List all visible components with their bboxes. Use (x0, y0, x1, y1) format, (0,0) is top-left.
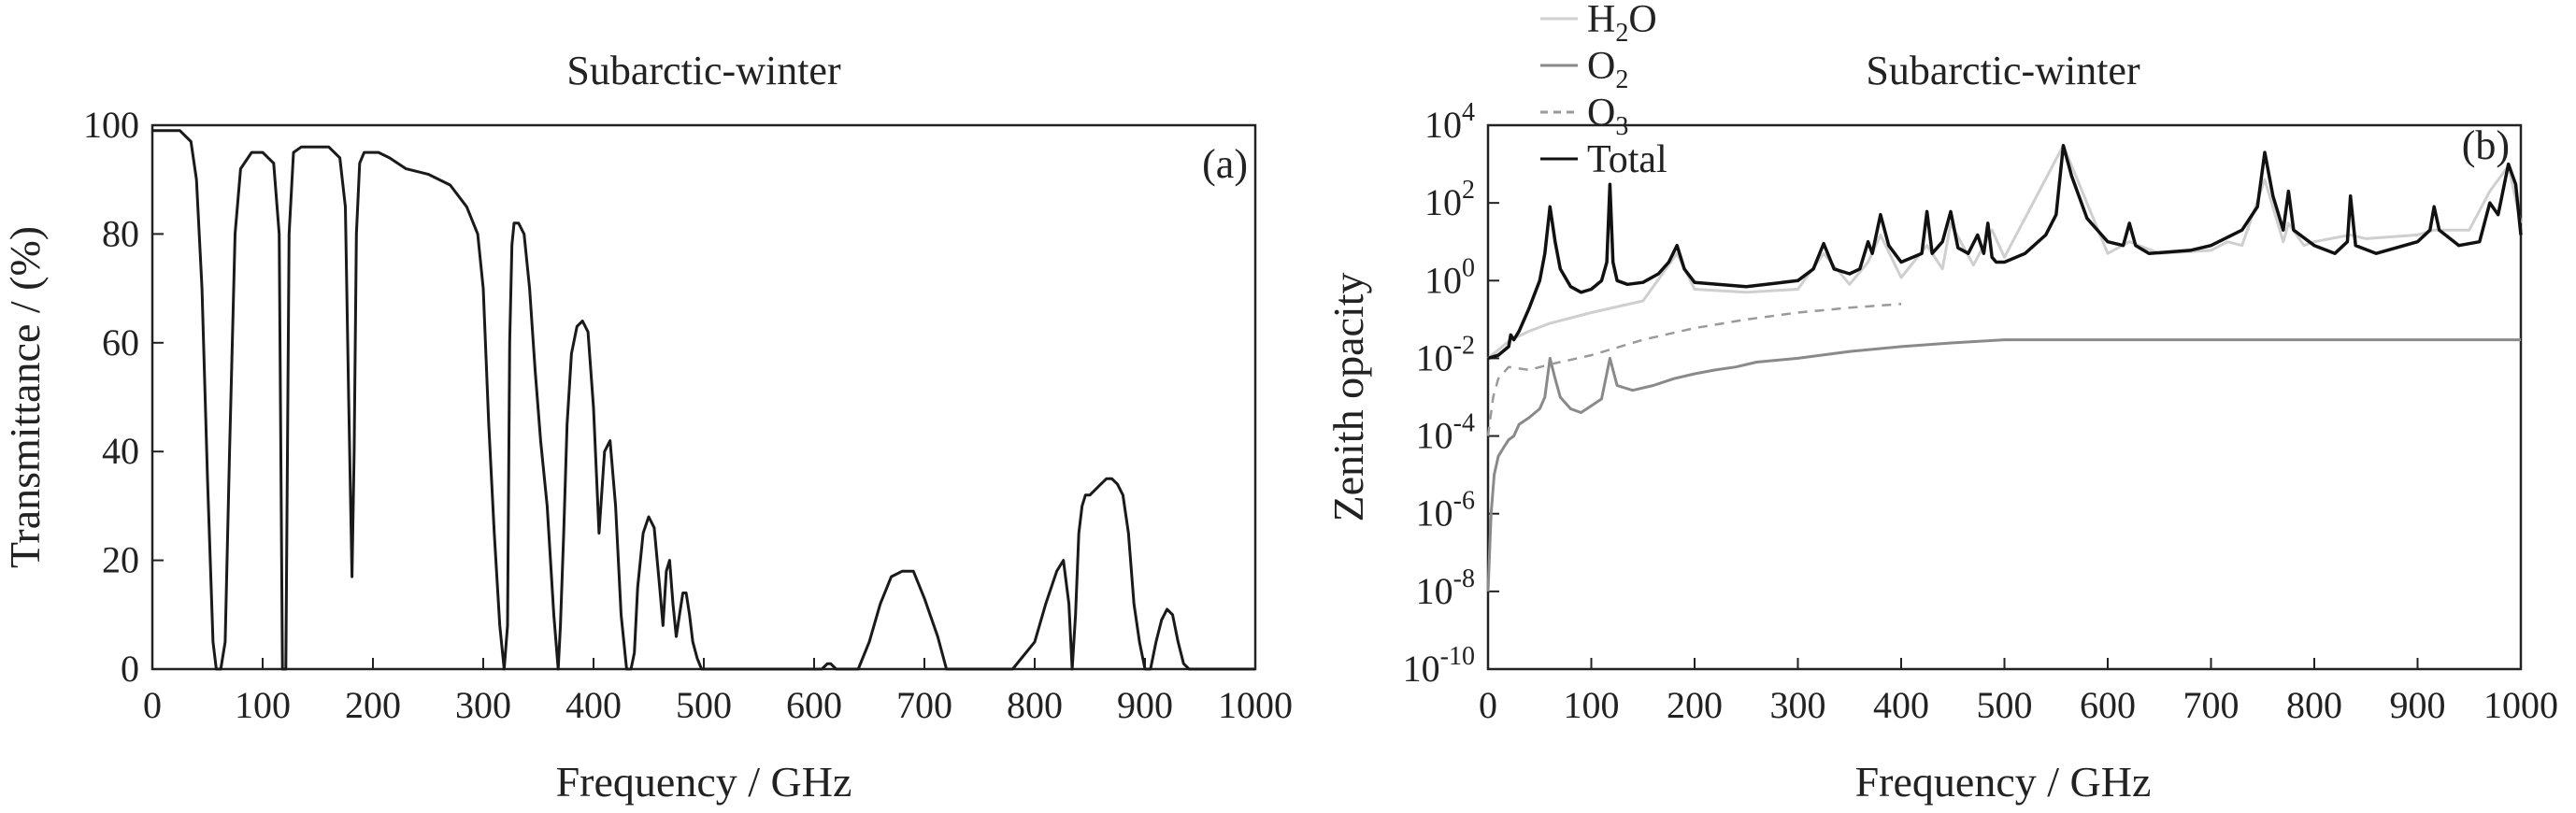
panel-a-ytick-label: 0 (121, 648, 139, 690)
panel-a-xtick-label: 1000 (1218, 684, 1293, 726)
panel-a-transmittance: Subarctic-winter (a) Frequency / GHz Tra… (1, 48, 1293, 806)
panel-b-xtick-label: 600 (2080, 684, 2136, 726)
panel-a-ytick-label: 40 (102, 430, 139, 472)
panel-b-xtick-label: 0 (1479, 684, 1497, 726)
panel-a-xtick-label: 100 (235, 684, 291, 726)
panel-b-ytick-label: 104 (1424, 98, 1475, 146)
panel-b-ytick-label: 102 (1424, 176, 1475, 223)
panel-a-xtick-label: 600 (786, 684, 842, 726)
panel-a-series (151, 129, 1256, 671)
panel-a-xtick-label: 900 (1117, 684, 1173, 726)
panel-a-xtick-label: 300 (455, 684, 511, 726)
panel-a-transmittance-line (152, 129, 1255, 671)
legend-label-h2o: H2O (1587, 0, 1657, 48)
panel-b-ytick-label: 10-8 (1416, 564, 1475, 612)
panel-a-xtick-label: 700 (896, 684, 952, 726)
panel-b-ticks: 0 100 200 300 400 500 600 700 800 900 1000 104 102 10… (1403, 98, 2558, 726)
panel-b-xtick-label: 100 (1564, 684, 1620, 726)
panel-a-ticks: 0 100 200 300 400 500 600 700 800 900 1000 0 20 40 60 8… (83, 104, 1293, 726)
panel-b-series (1486, 143, 2523, 592)
panel-a-ytick-label: 60 (102, 321, 139, 364)
panel-a-frame (150, 123, 1257, 671)
panel-a-xtick-label: 800 (1007, 684, 1063, 726)
panel-b-xlabel: Frequency / GHz (1855, 758, 2152, 806)
panel-b-xtick-label: 1000 (2483, 684, 2558, 726)
panel-a-xtick-label: 0 (143, 684, 162, 726)
panel-b-ytick-label: 10-4 (1416, 409, 1475, 457)
legend-label-total: Total (1587, 138, 1667, 181)
panel-a-ytick-label: 80 (102, 212, 139, 254)
panel-b-frame (1486, 123, 2523, 671)
panel-b-xtick-label: 300 (1770, 684, 1826, 726)
panel-b-ytick-label: 10-10 (1403, 642, 1475, 690)
panel-b-xtick-label: 200 (1667, 684, 1723, 726)
panel-b-series-total-line (1487, 143, 2523, 361)
legend-label-o2: O2 (1587, 45, 1628, 94)
panel-b-opacity: Subarctic-winter (b) Frequency / GHz Zen… (1324, 0, 2558, 806)
panel-b-ytick-label: 100 (1424, 253, 1475, 301)
panel-a-ytick-label: 100 (83, 104, 139, 146)
panel-b-ylabel: Zenith opacity (1324, 273, 1372, 522)
panel-b-ytick-label: 10-6 (1416, 487, 1475, 535)
panel-b-xtick-label: 900 (2390, 684, 2446, 726)
panel-b-label: (b) (2462, 122, 2510, 168)
panel-b-title: Subarctic-winter (1866, 48, 2140, 93)
panel-a-ylabel: Transmittance / (%) (1, 226, 49, 568)
panel-b-xtick-label: 700 (2183, 684, 2240, 726)
panel-b-series-o2-line (1486, 338, 2521, 592)
panel-a-xtick-label: 500 (676, 684, 732, 726)
panel-b-xtick-label: 400 (1873, 684, 1929, 726)
panel-a-title: Subarctic-winter (566, 48, 841, 93)
panel-a-xlabel: Frequency / GHz (556, 758, 852, 806)
panel-b-xtick-label: 800 (2286, 684, 2342, 726)
panel-a-xtick-label: 400 (565, 684, 622, 726)
panel-b-ytick-label: 10-2 (1416, 331, 1475, 378)
panel-b-series-o3-line (1486, 303, 1902, 436)
panel-a-xtick-label: 200 (345, 684, 401, 726)
legend-label-o3: O3 (1587, 92, 1628, 141)
panel-a-label: (a) (1202, 141, 1248, 187)
panel-b-xtick-label: 500 (1977, 684, 2033, 726)
panel-a-ytick-label: 20 (102, 539, 139, 581)
